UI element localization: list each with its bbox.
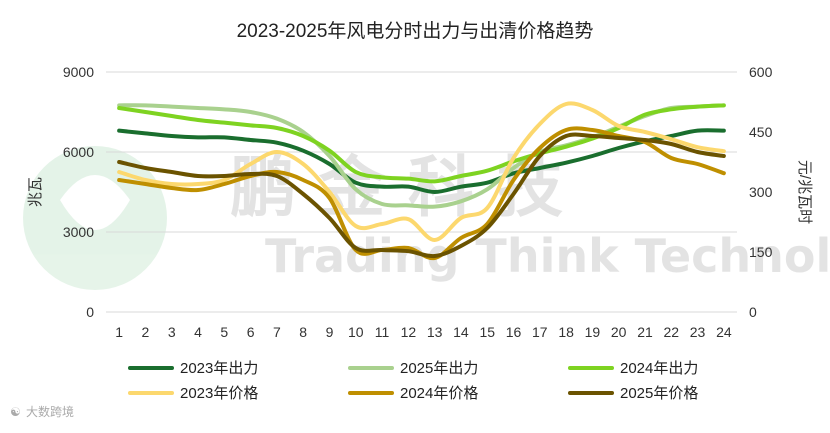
x-tick-label: 21 [637, 324, 653, 340]
y-right-tick-label: 150 [749, 244, 773, 260]
legend-item: 2024年价格 [348, 385, 478, 402]
y-axis-left-ticks: 0 3000 6000 9000 [63, 64, 94, 320]
x-tick-label: 6 [247, 324, 255, 340]
legend-item: 2023年价格 [128, 385, 258, 402]
legend-label: 2024年价格 [400, 385, 478, 402]
legend-label: 2025年价格 [620, 385, 698, 402]
footer-logo-icon: ☯ [10, 405, 21, 419]
legend-label: 2023年价格 [180, 385, 258, 402]
series-line-0 [117, 128, 726, 194]
y-axis-left-label: 兆瓦 [27, 177, 44, 207]
x-tick-label: 17 [532, 324, 548, 340]
x-tick-label: 24 [716, 324, 732, 340]
legend-item: 2024年出力 [568, 360, 698, 377]
x-tick-label: 18 [558, 324, 574, 340]
footer-text: 大数跨境 [26, 404, 74, 419]
grid [106, 71, 737, 313]
x-tick-label: 22 [663, 324, 679, 340]
x-tick-label: 8 [299, 324, 307, 340]
y-axis-right-label: 元/兆瓦时 [796, 160, 813, 224]
x-axis-ticks: 1 2 3 4 5 6 7 8 9 10 11 12 13 14 15 16 17 18 19 20 21 22 23 24 [115, 324, 732, 340]
x-tick-label: 14 [453, 324, 469, 340]
legend-label: 2025年出力 [400, 360, 478, 377]
y-left-tick-label: 6000 [63, 144, 94, 160]
y-right-tick-label: 300 [749, 184, 773, 200]
y-axis-right-ticks: 0 150 300 450 600 [749, 64, 773, 320]
x-tick-label: 7 [273, 324, 281, 340]
x-tick-label: 11 [375, 324, 390, 340]
x-tick-label: 13 [427, 324, 443, 340]
x-tick-label: 16 [506, 324, 522, 340]
legend-label: 2024年出力 [620, 360, 698, 377]
x-tick-label: 5 [220, 324, 228, 340]
x-tick-label: 4 [194, 324, 202, 340]
legend: 2023年出力 2025年出力 2024年出力 2023年价格 2024年价格 2025年… [128, 360, 698, 402]
y-left-tick-label: 9000 [63, 64, 94, 80]
legend-item: 2025年出力 [348, 360, 478, 377]
footer: ☯ 大数跨境 [10, 404, 74, 419]
series-line-5 [117, 132, 726, 259]
x-tick-label: 9 [326, 324, 334, 340]
x-tick-label: 20 [611, 324, 627, 340]
series-line-3 [117, 101, 726, 243]
x-tick-label: 23 [690, 324, 706, 340]
x-tick-label: 3 [168, 324, 176, 340]
x-tick-label: 15 [479, 324, 495, 340]
y-left-tick-label: 3000 [63, 224, 94, 240]
y-right-tick-label: 600 [749, 64, 773, 80]
chart-title: 2023-2025年风电分时出力与出清价格趋势 [237, 20, 594, 42]
x-tick-label: 2 [142, 324, 150, 340]
x-tick-label: 10 [348, 324, 364, 340]
x-tick-label: 19 [585, 324, 601, 340]
legend-label: 2023年出力 [180, 360, 258, 377]
legend-item: 2025年价格 [568, 385, 698, 402]
y-right-tick-label: 450 [749, 124, 773, 140]
series-group [117, 101, 726, 261]
x-tick-label: 1 [115, 324, 123, 340]
x-tick-label: 12 [401, 324, 417, 340]
y-left-tick-label: 0 [86, 304, 94, 320]
watermark-text: Trading Think Technology [265, 229, 830, 283]
legend-item: 2023年出力 [128, 360, 258, 377]
y-right-tick-label: 0 [749, 304, 757, 320]
